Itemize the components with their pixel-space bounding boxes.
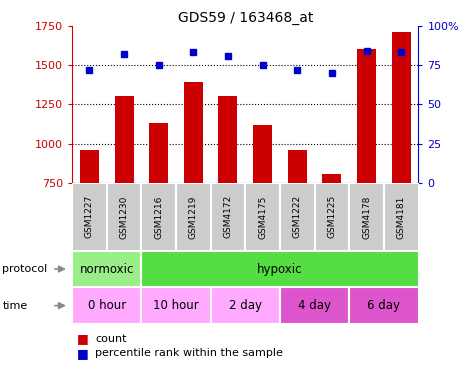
Bar xyxy=(357,49,376,183)
Text: 0 hour: 0 hour xyxy=(87,299,126,312)
Bar xyxy=(149,123,168,183)
Bar xyxy=(253,125,272,183)
Bar xyxy=(114,97,133,183)
Text: GSM4172: GSM4172 xyxy=(224,195,232,239)
Bar xyxy=(349,183,384,251)
Bar xyxy=(322,173,341,183)
Bar xyxy=(392,32,411,183)
Text: GSM1219: GSM1219 xyxy=(189,195,198,239)
Bar xyxy=(80,150,99,183)
Bar xyxy=(176,183,211,251)
Text: GSM4178: GSM4178 xyxy=(362,195,371,239)
Text: 10 hour: 10 hour xyxy=(153,299,199,312)
Text: ■: ■ xyxy=(77,332,88,345)
Bar xyxy=(72,251,141,287)
Bar xyxy=(141,287,211,324)
Bar xyxy=(384,183,418,251)
Bar xyxy=(141,251,418,287)
Bar xyxy=(349,287,418,324)
Text: GSM1227: GSM1227 xyxy=(85,195,94,239)
Bar xyxy=(314,183,349,251)
Text: ■: ■ xyxy=(77,347,88,360)
Text: protocol: protocol xyxy=(2,264,47,274)
Bar xyxy=(280,183,314,251)
Text: count: count xyxy=(95,333,127,344)
Text: normoxic: normoxic xyxy=(80,262,134,276)
Text: percentile rank within the sample: percentile rank within the sample xyxy=(95,348,283,358)
Text: GSM1225: GSM1225 xyxy=(327,195,336,239)
Bar xyxy=(288,150,307,183)
Text: time: time xyxy=(2,300,27,311)
Text: 4 day: 4 day xyxy=(298,299,331,312)
Bar xyxy=(184,82,203,183)
Text: 6 day: 6 day xyxy=(367,299,400,312)
Text: hypoxic: hypoxic xyxy=(257,262,303,276)
Bar xyxy=(106,183,141,251)
Text: GSM1230: GSM1230 xyxy=(120,195,128,239)
Title: GDS59 / 163468_at: GDS59 / 163468_at xyxy=(178,11,313,25)
Bar xyxy=(219,97,238,183)
Bar xyxy=(211,183,246,251)
Bar xyxy=(211,287,280,324)
Text: GSM1216: GSM1216 xyxy=(154,195,163,239)
Text: GSM4181: GSM4181 xyxy=(397,195,405,239)
Bar xyxy=(246,183,280,251)
Bar xyxy=(141,183,176,251)
Bar xyxy=(72,287,141,324)
Bar xyxy=(280,287,349,324)
Bar xyxy=(72,183,106,251)
Text: GSM1222: GSM1222 xyxy=(293,195,302,238)
Text: 2 day: 2 day xyxy=(229,299,262,312)
Text: GSM4175: GSM4175 xyxy=(258,195,267,239)
